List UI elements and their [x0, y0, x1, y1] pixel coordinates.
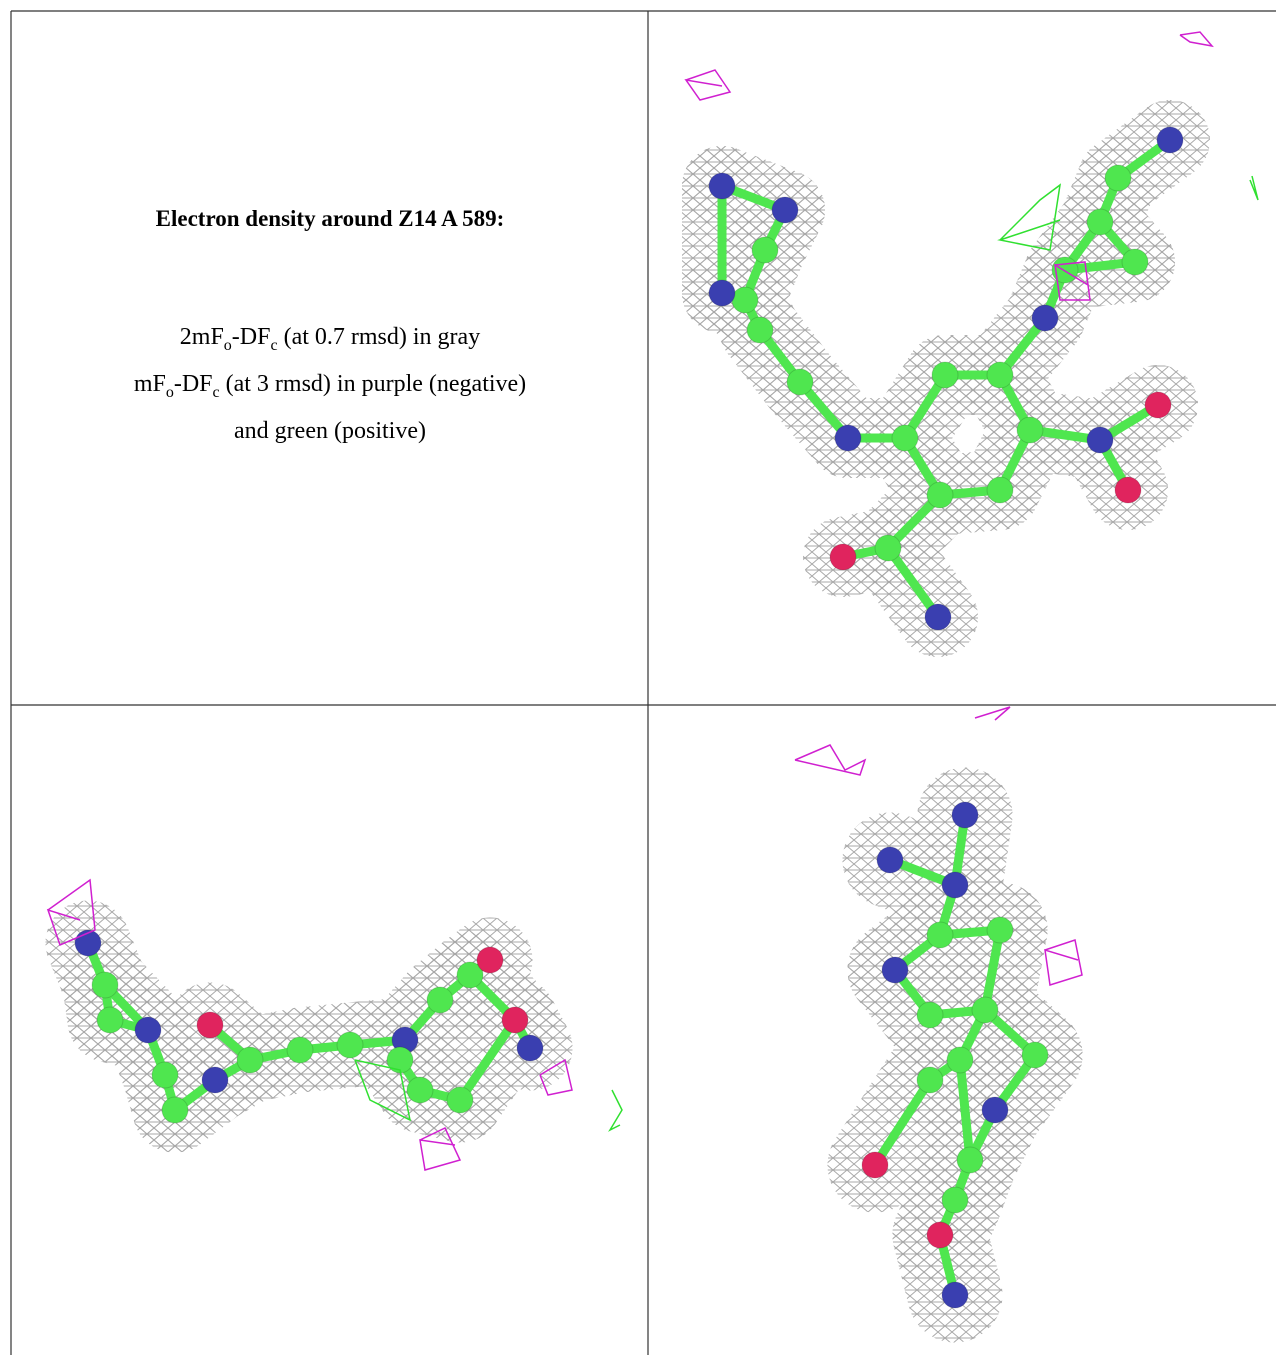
- bond: [870, 1075, 935, 1170]
- atom: [1031, 304, 1059, 332]
- difference-density: [354, 1059, 412, 1122]
- difference-density: [997, 183, 1062, 251]
- atom: [986, 476, 1014, 504]
- atom: [1104, 164, 1132, 192]
- atom: [986, 361, 1014, 389]
- atom: [986, 916, 1014, 944]
- atom: [1086, 426, 1114, 454]
- text-segment: -DF: [173, 370, 213, 397]
- atom: [1114, 476, 1142, 504]
- difference-density: [1044, 939, 1083, 986]
- atom: [501, 1006, 529, 1034]
- atom: [926, 1221, 954, 1249]
- molecule-renderings: [45, 31, 1259, 1343]
- atom: [151, 1061, 179, 1089]
- atom: [1144, 391, 1172, 419]
- subscript: o: [223, 336, 232, 354]
- bond: [455, 1015, 520, 1105]
- atom: [786, 368, 814, 396]
- difference-density: [608, 1089, 623, 1132]
- atom: [951, 801, 979, 829]
- table-borders: [10, 10, 1276, 1355]
- atom: [708, 279, 736, 307]
- atom: [406, 1076, 434, 1104]
- atom: [834, 424, 862, 452]
- bond: [980, 925, 1005, 1015]
- atom: [829, 543, 857, 571]
- difference-density: [794, 744, 867, 776]
- atom: [426, 986, 454, 1014]
- difference-density: [684, 69, 732, 101]
- atom: [161, 1096, 189, 1124]
- atom: [446, 1086, 474, 1114]
- atom: [201, 1066, 229, 1094]
- difference-density: [974, 706, 1011, 721]
- atom: [881, 956, 909, 984]
- subscript: c: [270, 336, 278, 354]
- atom: [96, 1006, 124, 1034]
- atom: [956, 1146, 984, 1174]
- text-segment: 2mF: [179, 324, 224, 350]
- atom: [476, 946, 504, 974]
- atom: [924, 603, 952, 631]
- atom: [751, 236, 779, 264]
- difference-density: [46, 878, 96, 947]
- atom: [971, 996, 999, 1024]
- atom: [926, 921, 954, 949]
- caption-line: mFo-DFc (at 3 rmsd) in purple (negative): [12, 365, 648, 412]
- atom: [876, 846, 904, 874]
- atom: [926, 481, 954, 509]
- difference-density: [1179, 31, 1214, 48]
- atom: [874, 534, 902, 562]
- atom: [236, 1046, 264, 1074]
- atom: [1016, 416, 1044, 444]
- text-segment: -DF: [231, 324, 271, 350]
- atom: [1086, 208, 1114, 236]
- caption-title: Electron density around Z14 A 589:: [155, 206, 505, 231]
- atom: [746, 316, 774, 344]
- atom: [981, 1096, 1009, 1124]
- caption-lines: 2mFo-DFc (at 0.7 rmsd) in gray mFo-DFc (a…: [12, 318, 648, 450]
- atom: [336, 1031, 364, 1059]
- atom: [1121, 248, 1149, 276]
- subscript: o: [165, 383, 174, 401]
- atom: [1021, 1041, 1049, 1069]
- atom: [74, 929, 102, 957]
- subscript: c: [212, 383, 220, 401]
- atom: [946, 1046, 974, 1074]
- atom: [891, 424, 919, 452]
- bond: [883, 543, 943, 622]
- atom: [134, 1016, 162, 1044]
- difference-density: [1249, 175, 1259, 201]
- text-segment: (at 0.7 rmsd) in gray: [277, 324, 481, 350]
- atom: [731, 286, 759, 314]
- text-segment: mF: [133, 370, 166, 397]
- difference-density: [539, 1058, 573, 1096]
- atom: [1156, 126, 1184, 154]
- atom: [771, 196, 799, 224]
- text-segment: and green (positive): [234, 417, 426, 444]
- bond: [955, 1055, 975, 1165]
- atom: [941, 1281, 969, 1309]
- atom: [916, 1001, 944, 1029]
- atom: [286, 1036, 314, 1064]
- atom: [861, 1151, 889, 1179]
- atom: [941, 1186, 969, 1214]
- atom: [91, 971, 119, 999]
- atom: [196, 1011, 224, 1039]
- atom: [941, 871, 969, 899]
- difference-density: [419, 1126, 462, 1171]
- difference-density: [1054, 261, 1091, 301]
- caption-line: 2mFo-DFc (at 0.7 rmsd) in gray: [12, 318, 648, 365]
- atom: [386, 1046, 414, 1074]
- atom: [931, 361, 959, 389]
- text-segment: (at 3 rmsd) in purple (negative): [219, 370, 527, 397]
- atom: [708, 172, 736, 200]
- atom: [916, 1066, 944, 1094]
- atom: [516, 1034, 544, 1062]
- atom: [456, 961, 484, 989]
- caption-line: and green (positive): [12, 412, 648, 450]
